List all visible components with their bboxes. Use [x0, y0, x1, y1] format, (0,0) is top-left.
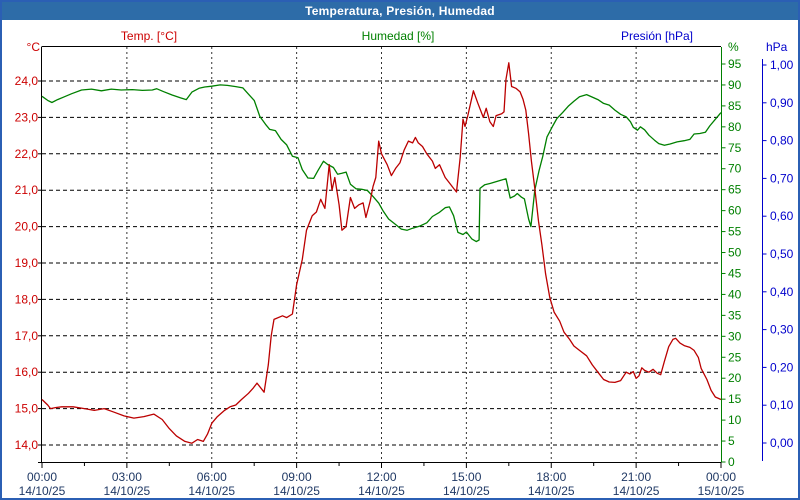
humidity-tick-label: 65: [728, 183, 742, 197]
humidity-tick-label: 50: [728, 246, 742, 260]
pressure-tick-label: 1,00: [770, 58, 794, 72]
x-time-label: 00:00: [706, 470, 736, 484]
x-date-label: 14/10/25: [273, 484, 320, 498]
legend-humidity-label: Humedad [%]: [361, 29, 435, 43]
title-bar: Temperatura, Presión, Humedad: [2, 2, 798, 20]
temp-tick-label: 19,0: [15, 256, 39, 270]
temp-axis-header: °C: [26, 40, 40, 54]
pressure-tick-label: 0,30: [770, 323, 794, 337]
humidity-tick-label: 0: [728, 455, 735, 469]
x-date-label: 14/10/25: [613, 484, 660, 498]
pressure-tick-label: 0,10: [770, 398, 794, 412]
humidity-tick-label: 60: [728, 204, 742, 218]
x-time-label: 00:00: [27, 470, 57, 484]
temp-tick-label: 23,0: [15, 110, 39, 124]
temp-axis-labels: 24,0 23,0 22,0 21,0 20,0 19,0 18,0 17,0 16,0 15,0…: [15, 74, 42, 452]
legend-pressure-label: Presión [hPa]: [620, 29, 694, 43]
pressure-axis-header: hPa: [766, 40, 788, 54]
humidity-tick-label: 15: [728, 392, 742, 406]
pressure-tick-label: 0,60: [770, 209, 794, 223]
x-time-label: 12:00: [366, 470, 396, 484]
temp-tick-label: 18,0: [15, 292, 39, 306]
x-date-label: 14/10/25: [358, 484, 405, 498]
humidity-series-line: [41, 84, 722, 243]
x-time-label: 18:00: [536, 470, 566, 484]
temp-tick-label: 16,0: [15, 365, 39, 379]
pressure-axis-labels: 1,00 0,90 0,80 0,70 0,60 0,50 0,40 0,30 0,20 0,10…: [762, 58, 794, 450]
humidity-tick-label: 40: [728, 287, 742, 301]
x-date-label: 15/10/25: [698, 484, 745, 498]
humidity-axis-header: %: [728, 40, 739, 54]
temp-tick-label: 17,0: [15, 329, 39, 343]
temp-tick-label: 20,0: [15, 220, 39, 234]
x-time-label: 03:00: [112, 470, 142, 484]
temp-tick-label: 22,0: [15, 147, 39, 161]
humidity-tick-label: 30: [728, 329, 742, 343]
axes: [38, 46, 763, 463]
x-date-label: 14/10/25: [104, 484, 151, 498]
legend-temp-label: Temp. [°C]: [120, 29, 178, 43]
humidity-tick-label: 45: [728, 266, 742, 280]
pressure-tick-label: 0,90: [770, 96, 794, 110]
humidity-tick-label: 10: [728, 413, 742, 427]
humidity-tick-label: 25: [728, 350, 742, 364]
temp-series-line: [41, 62, 722, 444]
temp-tick-label: 15,0: [15, 402, 39, 416]
humidity-tick-label: 95: [728, 57, 742, 71]
pressure-tick-label: 0,50: [770, 247, 794, 261]
page-title: Temperatura, Presión, Humedad: [305, 4, 495, 18]
humidity-tick-label: 70: [728, 162, 742, 176]
pressure-tick-label: 0,40: [770, 285, 794, 299]
pressure-tick-label: 0,20: [770, 360, 794, 374]
pressure-tick-label: 0,70: [770, 171, 794, 185]
temp-tick-label: 21,0: [15, 183, 39, 197]
temp-tick-label: 24,0: [15, 74, 39, 88]
humidity-tick-label: 85: [728, 99, 742, 113]
humidity-tick-label: 55: [728, 225, 742, 239]
x-time-label: 09:00: [282, 470, 312, 484]
humidity-tick-label: 35: [728, 308, 742, 322]
x-axis-labels: 00:0014/10/2503:0014/10/2506:0014/10/250…: [19, 462, 745, 498]
x-date-label: 14/10/25: [528, 484, 575, 498]
humidity-tick-label: 80: [728, 120, 742, 134]
x-date-label: 14/10/25: [443, 484, 490, 498]
gridlines: [42, 47, 721, 462]
x-date-label: 14/10/25: [19, 484, 66, 498]
humidity-tick-label: 75: [728, 141, 742, 155]
temp-tick-label: 14,0: [15, 438, 39, 452]
humidity-tick-label: 5: [728, 434, 735, 448]
x-date-label: 14/10/25: [188, 484, 235, 498]
x-time-label: 15:00: [451, 470, 481, 484]
pressure-tick-label: 0,80: [770, 134, 794, 148]
x-time-label: 21:00: [621, 470, 651, 484]
x-time-label: 06:00: [197, 470, 227, 484]
humidity-tick-label: 90: [728, 78, 742, 92]
pressure-tick-label: 0,00: [770, 436, 794, 450]
humidity-tick-label: 20: [728, 371, 742, 385]
